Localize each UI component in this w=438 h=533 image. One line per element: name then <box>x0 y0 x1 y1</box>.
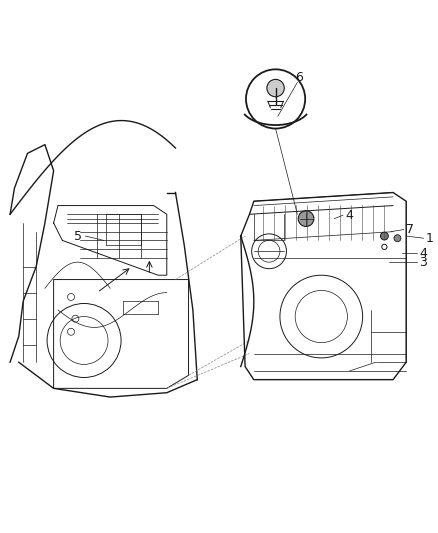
Text: 5: 5 <box>74 230 82 243</box>
Text: 4: 4 <box>419 247 427 260</box>
Text: 3: 3 <box>419 256 427 269</box>
Text: 1: 1 <box>426 232 434 245</box>
Circle shape <box>298 211 314 227</box>
Text: 7: 7 <box>406 223 414 236</box>
Circle shape <box>267 79 284 97</box>
Circle shape <box>394 235 401 241</box>
Text: 6: 6 <box>296 71 304 84</box>
Circle shape <box>381 232 389 240</box>
Text: 4: 4 <box>345 208 353 222</box>
